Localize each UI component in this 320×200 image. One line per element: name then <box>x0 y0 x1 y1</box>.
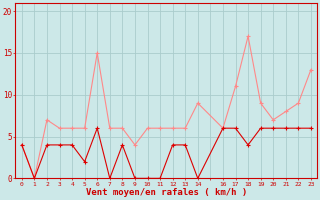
X-axis label: Vent moyen/en rafales ( km/h ): Vent moyen/en rafales ( km/h ) <box>86 188 247 197</box>
